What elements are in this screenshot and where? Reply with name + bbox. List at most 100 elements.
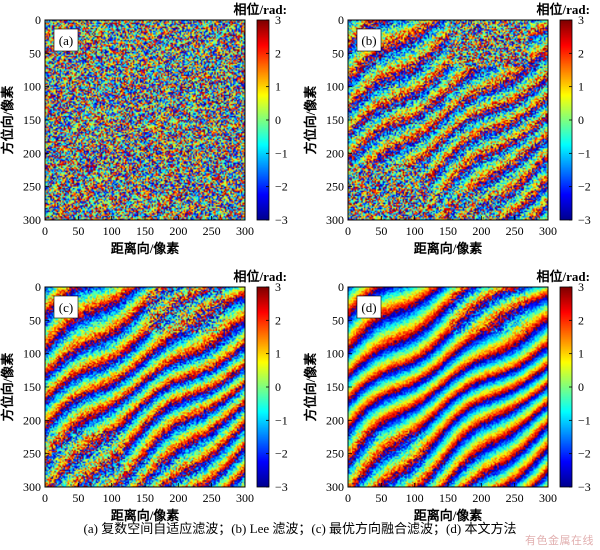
y-tick-label: 0 [338,280,344,294]
colorbar-tick-label: −3 [275,480,288,494]
y-axis-label: 方位向/像素 [0,353,15,422]
colorbar-tick-label: 3 [275,280,281,294]
colorbar-tick-label: −1 [578,413,591,427]
x-tick-label: 150 [439,491,457,505]
y-axis-label: 方位向/像素 [0,86,15,155]
y-tick-label: 50 [332,313,344,327]
colorbar-title: 相位/rad: [234,2,287,17]
y-tick-label: 300 [23,213,41,227]
phase-panel: (b)0 50 100 150 200 250 300050100150200250300距… [303,2,591,256]
x-tick-label: 200 [472,224,490,238]
colorbar [560,287,572,487]
y-tick-label: 200 [326,146,344,160]
y-tick-label: 50 [29,313,41,327]
x-tick-label: 300 [539,224,557,238]
y-tick-label: 0 [35,280,41,294]
x-tick-label: 50 [72,224,84,238]
y-tick-label: 300 [326,213,344,227]
panel-label-box [53,295,79,319]
x-axis-label: 距离向/像素 [111,508,180,523]
y-tick-label: 200 [326,413,344,427]
phase-panel: (c)0 50 100 150 200 250 300050100150200250300距… [0,269,288,523]
phase-panel: (d)0 50 100 150 200 250 300050100150200250300距… [303,269,591,523]
x-tick-label: 150 [439,224,457,238]
phase-map [348,20,548,220]
x-tick-label: 200 [169,224,187,238]
colorbar-tick-label: 1 [578,347,584,361]
colorbar-tick-label: 2 [578,46,584,60]
x-tick-label: 50 [375,224,387,238]
y-tick-label: 150 [23,380,41,394]
y-axis-label: 方位向/像素 [303,353,318,422]
colorbar-tick-label: 1 [275,80,281,94]
y-tick-label: 50 [29,46,41,60]
x-tick-label: 250 [203,224,221,238]
x-tick-label: 100 [406,491,424,505]
x-tick-label: 0 [42,491,48,505]
y-tick-label: 250 [326,180,344,194]
x-axis-label: 距离向/像素 [111,241,180,256]
colorbar [257,287,269,487]
colorbar-tick-label: −3 [578,480,591,494]
colorbar-tick-label: −1 [275,413,288,427]
colorbar-tick-label: 3 [578,280,584,294]
x-tick-label: 250 [506,224,524,238]
phase-panel: (a)0 50 100 150 200 250 300050100150200250300距… [0,2,288,256]
colorbar-tick-label: −1 [578,146,591,160]
y-axis-label: 方位向/像素 [303,86,318,155]
colorbar-title: 相位/rad: [234,269,287,284]
y-tick-label: 200 [23,413,41,427]
x-tick-label: 100 [103,491,121,505]
x-axis-label: 距离向/像素 [414,241,483,256]
colorbar-title: 相位/rad: [537,2,590,17]
y-tick-label: 250 [23,447,41,461]
colorbar-tick-label: 0 [578,113,584,127]
figure-caption: (a) 复数空间自适应滤波；(b) Lee 滤波；(c) 最优方向融合滤波；(d… [83,521,517,536]
colorbar [257,20,269,220]
panel-label: (b) [361,33,376,48]
x-tick-label: 50 [375,491,387,505]
y-tick-label: 100 [326,347,344,361]
y-tick-label: 0 [35,13,41,27]
x-tick-label: 0 [345,491,351,505]
y-tick-label: 250 [23,180,41,194]
y-tick-label: 300 [326,480,344,494]
colorbar-tick-label: 1 [275,347,281,361]
y-tick-label: 150 [23,113,41,127]
colorbar-tick-label: 3 [578,13,584,27]
panel-label: (c) [59,300,73,315]
phase-map [45,287,245,487]
panel-label-box [356,28,382,52]
y-tick-label: 50 [332,46,344,60]
colorbar-tick-label: 2 [578,313,584,327]
x-tick-label: 150 [136,491,154,505]
y-tick-label: 300 [23,480,41,494]
x-tick-label: 200 [472,491,490,505]
y-tick-label: 200 [23,146,41,160]
colorbar-tick-label: 0 [578,380,584,394]
colorbar-tick-label: 0 [275,113,281,127]
colorbar-tick-label: −2 [275,447,288,461]
colorbar-tick-label: −3 [275,213,288,227]
x-tick-label: 100 [406,224,424,238]
colorbar-tick-label: −2 [275,180,288,194]
x-tick-label: 0 [42,224,48,238]
x-tick-label: 250 [506,491,524,505]
colorbar-tick-label: −3 [578,213,591,227]
colorbar-tick-label: 2 [275,313,281,327]
colorbar-title: 相位/rad: [537,269,590,284]
x-tick-label: 300 [539,491,557,505]
y-tick-label: 100 [326,80,344,94]
y-tick-label: 250 [326,447,344,461]
phase-map [348,287,548,487]
colorbar-tick-label: 2 [275,46,281,60]
x-axis-label: 距离向/像素 [414,508,483,523]
panel-label: (d) [361,300,376,315]
colorbar-tick-label: 0 [275,380,281,394]
y-tick-label: 100 [23,80,41,94]
x-tick-label: 50 [72,491,84,505]
phase-map [45,20,245,220]
x-tick-label: 150 [136,224,154,238]
x-tick-label: 300 [236,491,254,505]
